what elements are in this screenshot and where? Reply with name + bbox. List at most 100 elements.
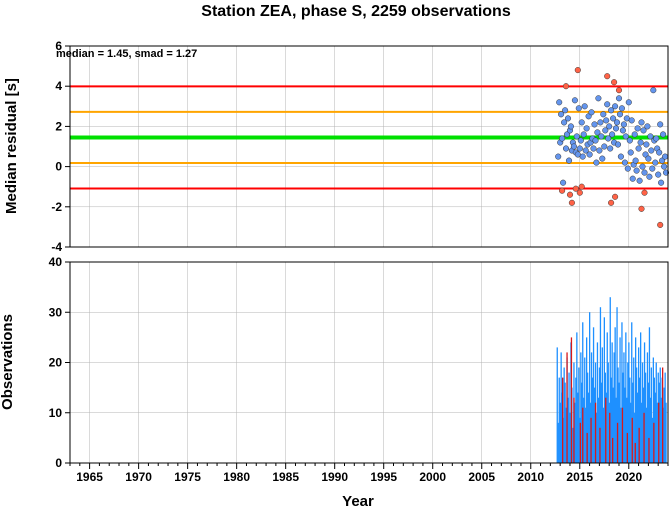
x-tick-label: 1970 (125, 470, 152, 484)
observation-bar (646, 352, 649, 463)
residual-point (619, 127, 626, 134)
observation-bar (610, 377, 612, 463)
outlier-observation-bar (573, 397, 575, 463)
x-axis-label: Year (342, 493, 374, 510)
outlier-observation-bar (582, 407, 584, 463)
residual-y-tick-label: 4 (55, 79, 62, 93)
observation-bar (631, 322, 633, 463)
observation-bar (598, 367, 601, 463)
observation-bar (578, 367, 580, 463)
outlier-observation-bar (579, 422, 581, 463)
outlier-point (604, 73, 611, 80)
observation-bar (651, 417, 653, 463)
outlier-observation-bar (634, 442, 636, 463)
residual-point (628, 117, 635, 124)
observation-bar (618, 382, 620, 463)
residual-point (637, 139, 644, 146)
residual-point (629, 175, 636, 182)
observation-bar (616, 307, 618, 463)
outlier-observation-bar (631, 417, 633, 463)
observation-bar (575, 377, 577, 463)
x-tick-label: 1980 (223, 470, 250, 484)
observation-bar (611, 342, 613, 463)
observation-bar (636, 367, 638, 463)
observation-bar (567, 397, 569, 463)
outlier-observation-bar (586, 432, 588, 463)
year-x-ticks: 1965 1970 1975 1980 1985 1990 1995 2000 2005 2010… (69, 463, 669, 484)
residual-point (595, 95, 602, 102)
residual-point (598, 133, 605, 140)
residual-point (612, 103, 619, 110)
residual-point (642, 151, 649, 158)
x-tick-label: 2005 (468, 470, 495, 484)
residual-point (641, 169, 648, 176)
observation-bar (593, 387, 596, 463)
outlier-observation-bar (609, 412, 611, 464)
x-tick-label: 1965 (76, 470, 103, 484)
residual-point (596, 147, 603, 154)
observation-bar (623, 352, 625, 463)
observation-bar (581, 382, 583, 463)
residual-point (600, 111, 607, 118)
observation-bar (621, 322, 623, 463)
observation-bar (640, 402, 643, 463)
outlier-point (568, 199, 575, 206)
observation-bar (596, 342, 599, 463)
observation-bar (665, 402, 667, 463)
outlier-point (572, 185, 579, 192)
residual-point (602, 127, 609, 134)
residual-point (586, 151, 593, 158)
observation-bar (613, 352, 615, 463)
observation-bar (652, 357, 654, 463)
residual-point (577, 137, 584, 144)
residual-point (622, 133, 629, 140)
outlier-observation-bar (653, 422, 655, 463)
outlier-point (574, 67, 581, 74)
observation-bar (633, 357, 635, 463)
residual-point (636, 177, 643, 184)
residual-point (579, 153, 586, 160)
observation-bar (588, 392, 590, 463)
residual-point (614, 141, 622, 148)
residual-point (588, 109, 595, 116)
residual-point (559, 135, 566, 142)
outlier-point (612, 193, 619, 200)
observation-bar (614, 327, 616, 463)
residual-point (607, 145, 614, 152)
outlier-observation-bar (594, 402, 597, 463)
residual-point (562, 107, 569, 114)
residual-point (624, 165, 631, 172)
observation-bar (607, 362, 609, 463)
residual-y-tick-label: 6 (55, 39, 62, 53)
residual-point (560, 179, 567, 186)
residual-point (591, 121, 598, 128)
outlier-point (559, 187, 566, 194)
residual-point (555, 153, 562, 160)
residual-y-tick-label: -4 (51, 240, 62, 254)
residual-point (575, 105, 582, 112)
residual-panel: -4 -2 0 2 4 6 median = 1.45, smad = 1.27 Medi… (3, 39, 669, 254)
observation-bar (649, 397, 652, 463)
observation-bar (609, 297, 611, 463)
observation-bar (591, 377, 594, 463)
residual-point (606, 123, 613, 130)
outlier-point (657, 221, 664, 228)
outlier-observation-bar (616, 422, 619, 463)
observation-bar (643, 342, 646, 463)
residual-point (565, 157, 573, 164)
residual-point (593, 159, 600, 166)
residual-point (597, 119, 604, 126)
observation-bar (560, 352, 562, 463)
outlier-observation-bar (599, 427, 601, 463)
residual-point (583, 125, 590, 132)
observation-bar (655, 362, 657, 463)
observation-bar (630, 402, 632, 463)
observation-bar (644, 372, 647, 463)
observation-bar (648, 327, 651, 463)
observation-bar (645, 407, 648, 463)
outlier-observation-bar (605, 397, 607, 463)
outlier-point (638, 205, 645, 212)
residual-point (558, 111, 565, 118)
residual-point (650, 87, 657, 94)
observation-bar (597, 397, 600, 463)
